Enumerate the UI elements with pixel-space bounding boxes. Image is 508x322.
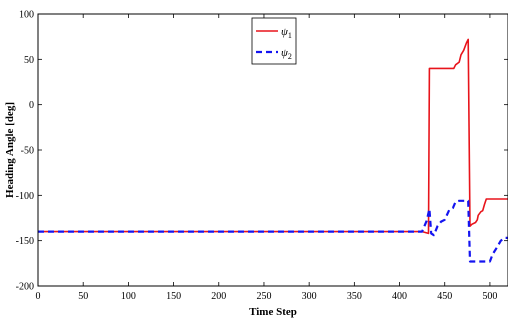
x-tick-label: 150 xyxy=(166,291,181,302)
x-tick-label: 500 xyxy=(482,291,497,302)
x-tick-label: 50 xyxy=(78,291,88,302)
x-tick-label: 100 xyxy=(121,291,136,302)
legend: ψ1 ψ2 xyxy=(251,17,297,65)
x-tick-label: 450 xyxy=(437,291,452,302)
y-tick-label: 0 xyxy=(29,100,34,111)
ticks-layer: 0 50 100 150 200 250 300 350 400 450 500100500-50-… xyxy=(16,10,508,302)
legend-label-2: ψ2 xyxy=(281,47,292,61)
y-tick-label: -200 xyxy=(16,282,34,293)
series-line-1 xyxy=(38,38,508,235)
y-tick-label: -150 xyxy=(16,236,34,247)
y-tick-label: 50 xyxy=(24,55,34,66)
y-tick-label: -50 xyxy=(21,146,34,157)
legend-box xyxy=(251,17,297,65)
x-tick-label: 400 xyxy=(392,291,407,302)
y-axis-title: Heading Angle [deg] xyxy=(4,102,16,198)
y-tick-label: 100 xyxy=(19,10,34,21)
x-tick-label: 350 xyxy=(347,291,362,302)
y-tick-label: -100 xyxy=(16,191,34,202)
x-tick-label: 250 xyxy=(256,291,271,302)
series-layer xyxy=(38,38,508,263)
x-tick-label: 0 xyxy=(36,291,41,302)
x-tick-label: 200 xyxy=(211,291,226,302)
x-axis-title: Time Step xyxy=(249,306,297,318)
legend-label-1: ψ1 xyxy=(281,26,292,40)
x-tick-label: 300 xyxy=(302,291,317,302)
